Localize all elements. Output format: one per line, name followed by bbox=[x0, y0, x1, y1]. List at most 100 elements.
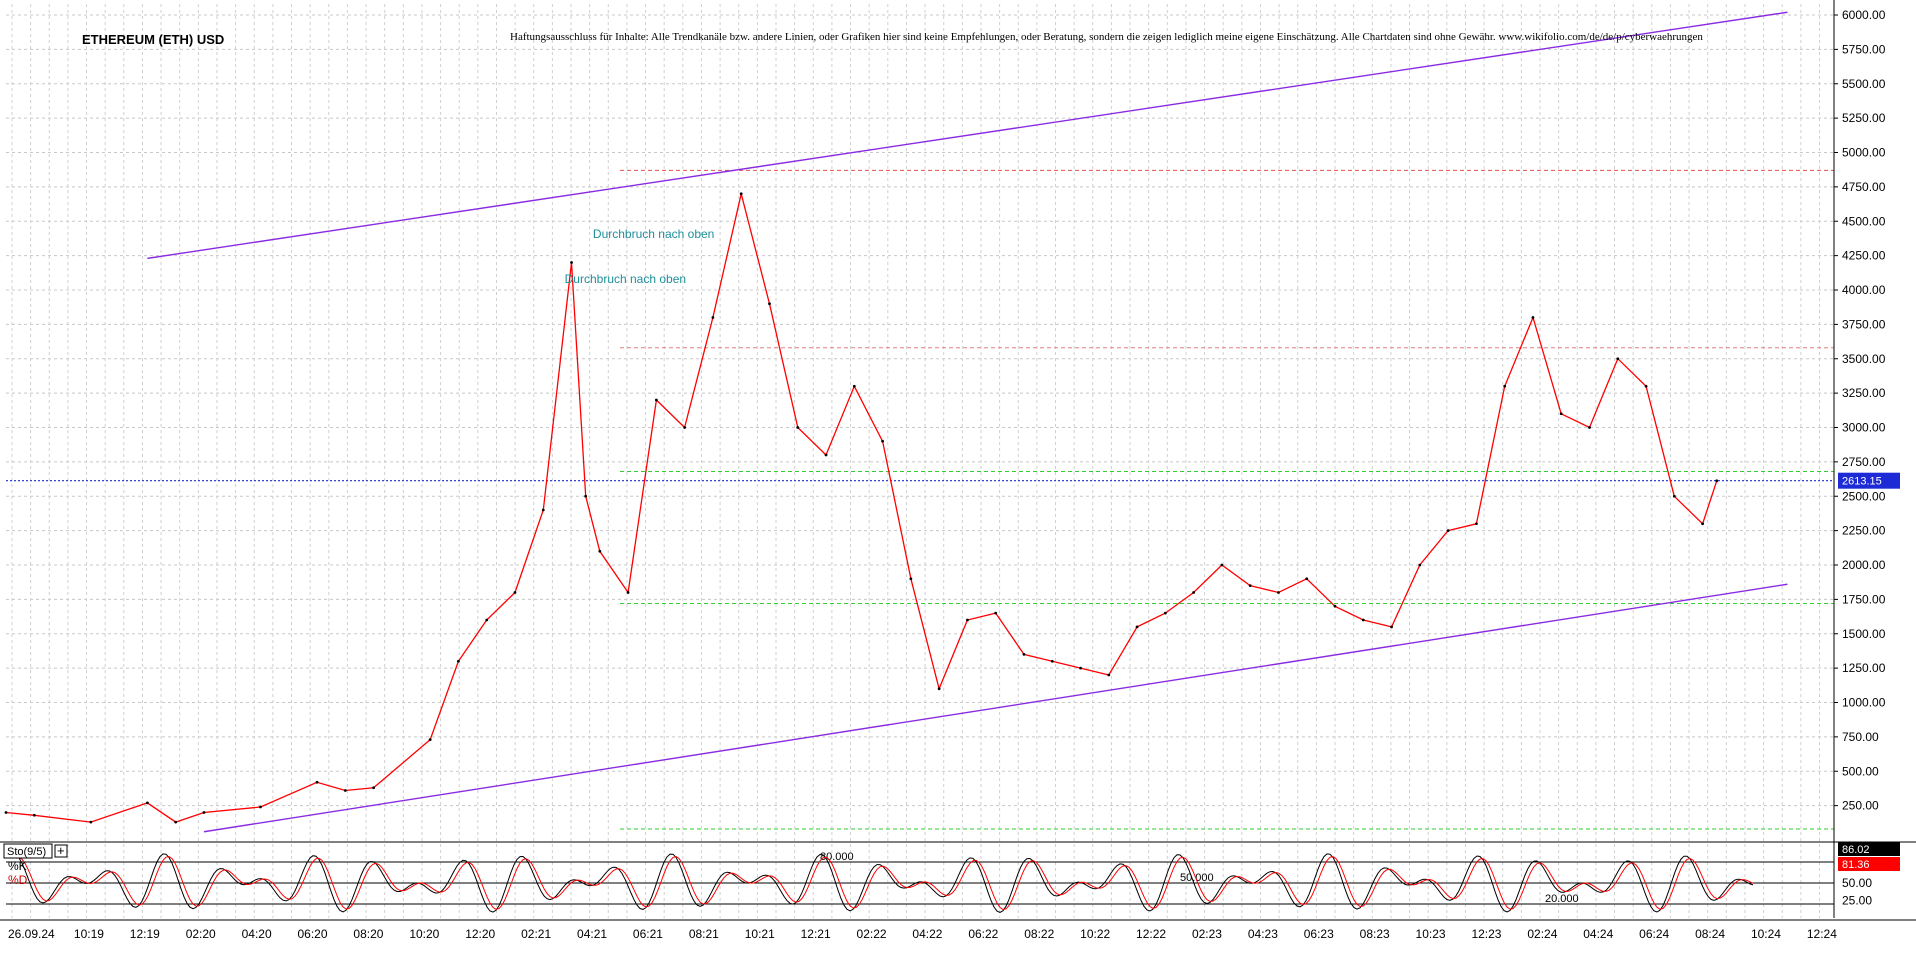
price-point bbox=[1135, 625, 1139, 629]
price-point bbox=[1361, 618, 1365, 622]
x-tick-label: 06:23 bbox=[1304, 927, 1334, 941]
y-tick-label: 5500.00 bbox=[1842, 77, 1886, 91]
stochastic-y-tick: 50.00 bbox=[1842, 876, 1872, 890]
price-point bbox=[372, 786, 375, 790]
x-tick-label: 10:19 bbox=[74, 927, 104, 941]
x-tick-label: 08:22 bbox=[1024, 927, 1054, 941]
stochastic-level-label: 50.000 bbox=[1180, 872, 1214, 884]
x-tick-label: 10:23 bbox=[1416, 927, 1446, 941]
price-point bbox=[1163, 611, 1167, 615]
chart-title: ETHEREUM (ETH) USD bbox=[82, 32, 224, 47]
y-tick-label: 4500.00 bbox=[1842, 214, 1886, 228]
y-tick-label: 750.00 bbox=[1842, 730, 1879, 744]
x-tick-label: 10:21 bbox=[745, 927, 775, 941]
y-tick-label: 1000.00 bbox=[1842, 696, 1886, 710]
y-tick-label: 2000.00 bbox=[1842, 558, 1886, 572]
x-tick-label: 02:22 bbox=[857, 927, 887, 941]
y-tick-label: 6000.00 bbox=[1842, 8, 1886, 22]
x-tick-label: 02:23 bbox=[1192, 927, 1222, 941]
price-point bbox=[824, 453, 828, 457]
x-tick-label: 04:21 bbox=[577, 927, 607, 941]
price-point bbox=[1192, 591, 1196, 594]
y-tick-label: 2250.00 bbox=[1842, 524, 1886, 538]
x-tick-label: 04:23 bbox=[1248, 927, 1278, 941]
x-tick-label: 12:20 bbox=[465, 927, 495, 941]
price-point bbox=[1220, 563, 1224, 567]
x-tick-label: 06:24 bbox=[1639, 927, 1669, 941]
price-point bbox=[570, 261, 573, 264]
price-point bbox=[1418, 563, 1422, 567]
price-point bbox=[32, 813, 36, 817]
x-tick-label: 02:24 bbox=[1527, 927, 1557, 941]
annotation-label: Durchbruch nach oben bbox=[593, 227, 714, 241]
price-point bbox=[852, 384, 856, 388]
price-point bbox=[1050, 659, 1054, 663]
price-point bbox=[202, 811, 206, 814]
price-point bbox=[1644, 384, 1648, 388]
stochastic-y-tick: 25.00 bbox=[1842, 894, 1872, 908]
price-point bbox=[626, 591, 630, 594]
price-point bbox=[1390, 625, 1393, 629]
price-point bbox=[966, 618, 969, 622]
price-point bbox=[1701, 522, 1705, 526]
stochastic-k-line bbox=[15, 853, 1754, 913]
x-tick-label: 08:24 bbox=[1695, 927, 1725, 941]
price-point bbox=[739, 192, 743, 196]
y-tick-label: 3750.00 bbox=[1842, 317, 1886, 331]
price-point bbox=[4, 811, 8, 814]
price-series-line bbox=[5, 193, 1718, 823]
y-tick-label: 250.00 bbox=[1842, 799, 1879, 813]
plus-icon: + bbox=[57, 843, 65, 858]
y-tick-label: 3250.00 bbox=[1842, 386, 1886, 400]
price-point bbox=[711, 316, 715, 319]
x-tick-label: 02:21 bbox=[521, 927, 551, 941]
price-point bbox=[1305, 577, 1309, 581]
price-point bbox=[1672, 494, 1676, 498]
stochastic-d-value: 81.36 bbox=[1842, 859, 1870, 871]
price-point bbox=[1277, 591, 1280, 594]
x-tick-label: 08:23 bbox=[1360, 927, 1390, 941]
price-point bbox=[1333, 604, 1337, 608]
price-point bbox=[1022, 652, 1026, 656]
price-point bbox=[1588, 426, 1591, 429]
x-tick-label: 06:22 bbox=[968, 927, 998, 941]
annotation-label: Durchbruch nach oben bbox=[565, 272, 686, 286]
price-point bbox=[485, 618, 489, 622]
y-tick-label: 4250.00 bbox=[1842, 249, 1886, 263]
price-point bbox=[541, 508, 545, 512]
x-tick-label: 08:20 bbox=[353, 927, 383, 941]
price-point bbox=[1446, 529, 1450, 533]
y-tick-label: 1250.00 bbox=[1842, 661, 1886, 675]
x-tick-label: 04:20 bbox=[242, 927, 272, 941]
price-point bbox=[343, 789, 347, 792]
y-tick-label: 1750.00 bbox=[1842, 592, 1886, 606]
price-point bbox=[428, 738, 432, 742]
stochastic-expand-button[interactable] bbox=[54, 844, 68, 858]
x-tick-label: 10:20 bbox=[409, 927, 439, 941]
x-tick-label: 06:21 bbox=[633, 927, 663, 941]
price-point bbox=[654, 398, 658, 402]
price-point bbox=[584, 494, 588, 498]
stochastic-level-label: 80.000 bbox=[820, 851, 854, 863]
last-price-label: 2613.15 bbox=[1842, 476, 1882, 488]
x-tick-label: 04:24 bbox=[1583, 927, 1613, 941]
x-tick-label: 10:22 bbox=[1080, 927, 1110, 941]
y-tick-label: 4750.00 bbox=[1842, 180, 1886, 194]
x-tick-label: 12:22 bbox=[1136, 927, 1166, 941]
price-point bbox=[598, 549, 602, 553]
purple-lower-channel bbox=[203, 583, 1788, 833]
x-tick-label: 12:21 bbox=[801, 927, 831, 941]
x-tick-label: 02:20 bbox=[186, 927, 216, 941]
price-point bbox=[259, 805, 262, 809]
x-tick-label: 04:22 bbox=[912, 927, 942, 941]
stochastic-label: Sto(9/5) bbox=[7, 846, 46, 858]
stochastic-d-label: %D bbox=[8, 873, 28, 887]
price-point bbox=[1559, 412, 1563, 416]
x-tick-label: 26.09.24 bbox=[8, 927, 55, 941]
x-tick-label: 08:21 bbox=[689, 927, 719, 941]
price-point bbox=[1531, 316, 1535, 319]
x-tick-label: 12:24 bbox=[1807, 927, 1837, 941]
y-tick-label: 3500.00 bbox=[1842, 352, 1886, 366]
price-point bbox=[1107, 673, 1111, 677]
